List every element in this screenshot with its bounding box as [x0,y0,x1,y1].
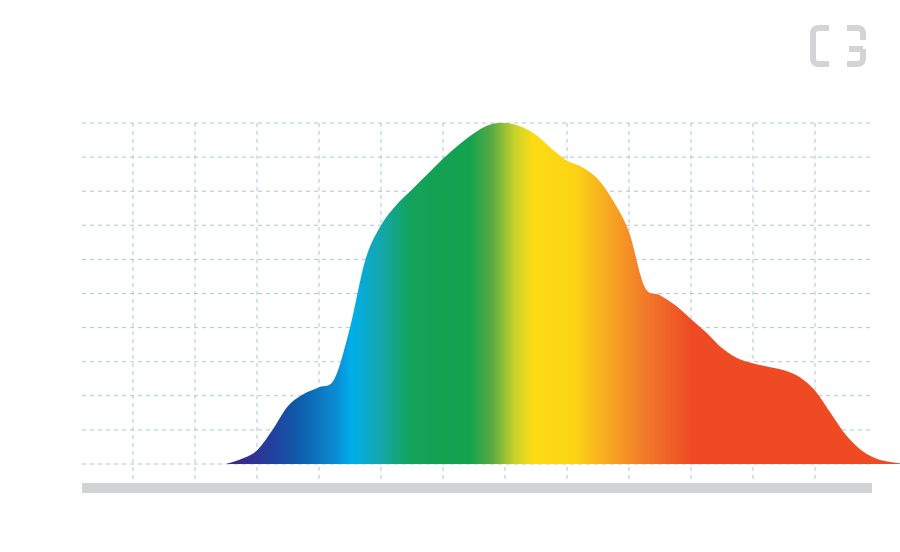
bracket-logo-icon [810,25,866,67]
spectrum-area-series [226,122,900,464]
x-axis-baseline [82,483,872,493]
series-layer [226,122,900,464]
